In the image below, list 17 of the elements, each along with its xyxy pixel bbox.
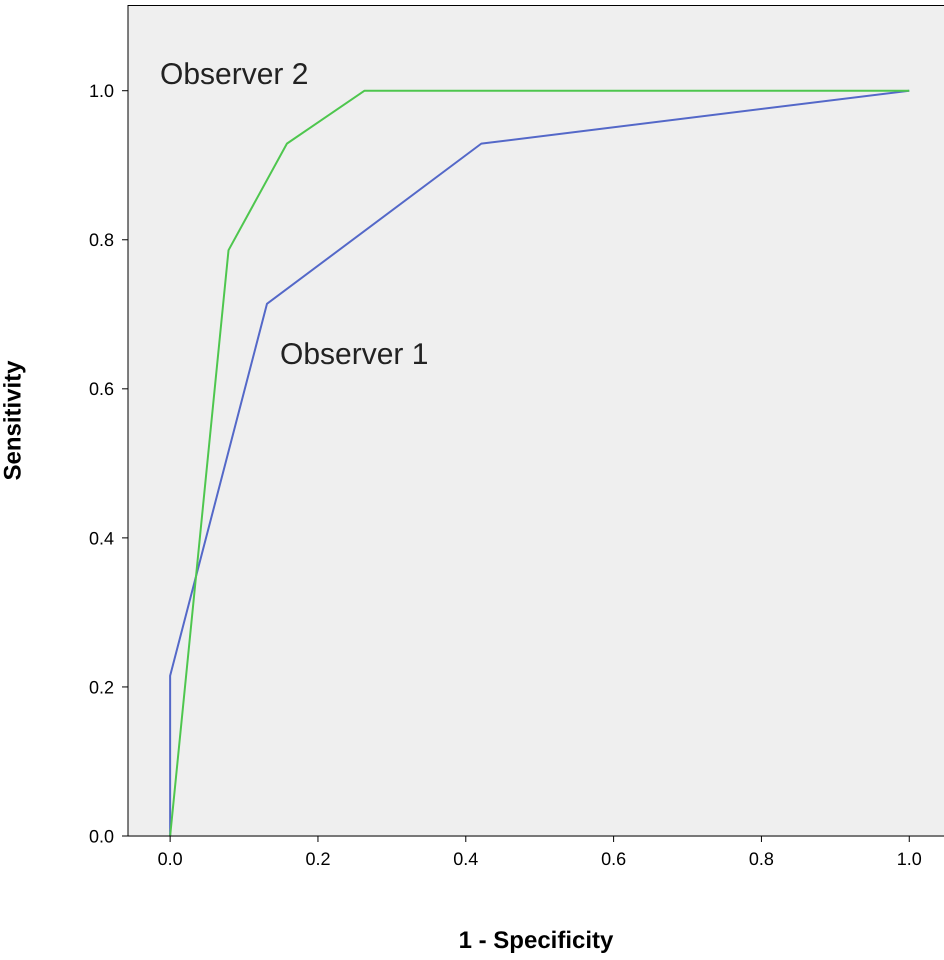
x-axis-title: 1 - Specificity [458, 927, 614, 954]
y-tick-label: 0.2 [88, 677, 114, 698]
y-tick-label: 0.6 [88, 379, 114, 400]
x-tick-label: 1.0 [896, 848, 922, 869]
y-axis-title: Sensitivity [0, 360, 27, 481]
x-tick-label: 0.0 [158, 848, 183, 869]
x-tick-label: 0.4 [453, 848, 478, 869]
y-tick-label: 0.4 [88, 528, 114, 548]
x-tick-label: 0.8 [748, 848, 774, 869]
x-tick-label: 0.2 [305, 848, 330, 869]
line-series [169, 90, 910, 836]
x-tick-label: 0.6 [601, 848, 626, 869]
y-tick-label: 0.8 [88, 230, 114, 250]
series-label: Observer 1 [280, 338, 428, 372]
y-tick-label: 0.0 [88, 826, 114, 846]
y-tick-label: 1.0 [88, 81, 114, 102]
series-label: Observer 2 [160, 58, 308, 92]
